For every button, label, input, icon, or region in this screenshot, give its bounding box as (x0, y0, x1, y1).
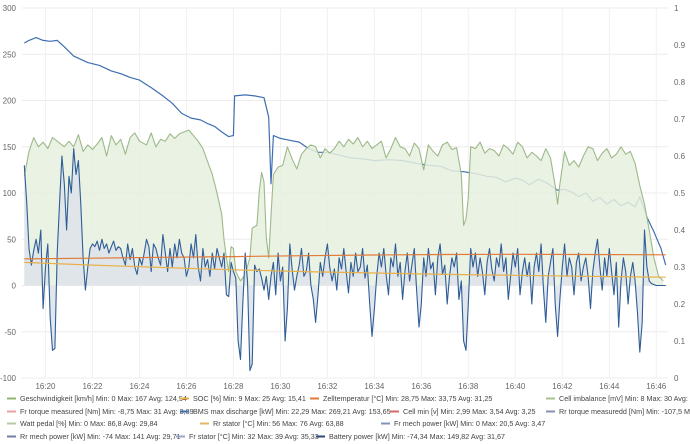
legend-item: Zelltemperatur [°C] Min: 28,75 Max: 33,7… (310, 394, 492, 403)
legend-label: Zelltemperatur [°C] Min: 28,75 Max: 33,7… (323, 394, 492, 403)
legend-item: Rr stator [°C] Min: 56 Max: 76 Avg: 63,8… (200, 419, 344, 428)
legend-item: SOC [%] Min: 9 Max: 25 Avg: 15,41 (180, 394, 306, 403)
y-right-tick-label: 0.2 (674, 300, 686, 309)
legend-label: Battery power [kW] Min: -74,34 Max: 149,… (329, 432, 505, 441)
y-left-tick-label: -50 (4, 328, 16, 337)
y-left-tick-label: 150 (3, 143, 17, 152)
legend-item: BMS max discharge [kW] Min: 22,29 Max: 2… (180, 407, 391, 416)
y-left-tick-label: 100 (3, 189, 17, 198)
legend-label: Rr stator [°C] Min: 56 Max: 76 Avg: 63,8… (213, 419, 344, 428)
x-tick-label: 16:24 (129, 382, 150, 391)
legend-item: Fr torque measured [Nm] Min: -8,75 Max: … (7, 407, 194, 416)
legend-label: Fr stator [°C] Min: 32 Max: 39 Avg: 35,3… (189, 432, 319, 441)
legend-item: Rr torque measuredd [Nm] Min: -107,5 Max… (546, 407, 690, 416)
y-right-tick-label: 0.4 (674, 226, 686, 235)
series-group (23, 37, 667, 372)
legend-item: Geschwindigkeit [km/h] Min: 0 Max: 167 A… (7, 394, 187, 403)
legend-item: Fr stator [°C] Min: 32 Max: 39 Avg: 35,3… (176, 432, 319, 441)
y-right-tick-label: 1 (674, 4, 679, 13)
x-tick-label: 16:40 (505, 382, 526, 391)
x-axis: 16:20 16:22 16:24 16:26 16:28 16:30 16:32 16:34… (35, 382, 666, 391)
x-tick-label: 16:36 (411, 382, 432, 391)
x-tick-label: 16:46 (646, 382, 667, 391)
y-left-tick-label: 50 (7, 235, 16, 244)
legend-label: Cell min [v] Min: 2,99 Max: 3,54 Avg: 3,… (403, 407, 536, 416)
legend-label: Cell imbalance [mV] Min: 8 Max: 30 Avg: … (559, 394, 690, 403)
x-tick-label: 16:32 (317, 382, 338, 391)
y-right-tick-label: 0.7 (674, 115, 686, 124)
legend-item: Watt pedal [%] Min: 0 Max: 86,8 Avg: 29,… (7, 419, 157, 428)
y-right-tick-label: 0.8 (674, 78, 686, 87)
legend-label: BMS max discharge [kW] Min: 22,29 Max: 2… (193, 407, 391, 416)
legend: Geschwindigkeit [km/h] Min: 0 Max: 167 A… (7, 394, 690, 441)
y-left-tick-label: 300 (3, 4, 17, 13)
y-right-tick-label: 0.1 (674, 337, 686, 346)
legend-label: Watt pedal [%] Min: 0 Max: 86,8 Avg: 29,… (20, 419, 157, 428)
x-tick-label: 16:22 (82, 382, 103, 391)
x-tick-label: 16:26 (176, 382, 197, 391)
series-watt-pedal-line (23, 129, 664, 282)
legend-item: Cell imbalance [mV] Min: 8 Max: 30 Avg: … (546, 394, 690, 403)
x-tick-label: 16:42 (552, 382, 573, 391)
legend-item: Rr mech power [kW] Min: -74 Max: 141 Avg… (7, 432, 180, 441)
legend-item: Cell min [v] Min: 2,99 Max: 3,54 Avg: 3,… (390, 407, 536, 416)
y-right-tick-label: 0.5 (674, 189, 686, 198)
series-watt-pedal-area (24, 130, 664, 286)
y-axis-left: -100 -50 0 50 100 150 200 250 300 (0, 4, 17, 383)
y-left-tick-label: 200 (3, 97, 17, 106)
y-left-tick-label: -100 (0, 374, 17, 383)
legend-item: Fr mech power [kW] Min: 0 Max: 20,5 Avg:… (381, 419, 545, 428)
legend-label: SOC [%] Min: 9 Max: 25 Avg: 15,41 (193, 394, 306, 403)
y-right-tick-label: 0.3 (674, 263, 686, 272)
y-right-tick-label: 0 (674, 374, 679, 383)
series-battery-power-kw-line (23, 148, 666, 372)
y-left-tick-label: 250 (3, 50, 17, 59)
x-tick-label: 16:38 (458, 382, 479, 391)
x-tick-label: 16:28 (223, 382, 244, 391)
legend-label: Fr torque measured [Nm] Min: -8,75 Max: … (20, 407, 194, 416)
x-tick-label: 16:20 (35, 382, 56, 391)
legend-label: Rr torque measuredd [Nm] Min: -107,5 Max… (559, 407, 690, 416)
legend-label: Rr mech power [kW] Min: -74 Max: 141 Avg… (20, 432, 180, 441)
y-right-tick-label: 0.9 (674, 41, 686, 50)
x-tick-label: 16:30 (270, 382, 291, 391)
legend-item: Battery power [kW] Min: -74,34 Max: 149,… (316, 432, 505, 441)
y-left-tick-label: 0 (12, 282, 17, 291)
series-zelltemperatur-c-line (24, 253, 666, 260)
legend-label: Geschwindigkeit [km/h] Min: 0 Max: 167 A… (20, 394, 187, 403)
x-tick-label: 16:34 (364, 382, 385, 391)
series-soc-line (24, 261, 666, 278)
y-right-tick-label: 0.6 (674, 152, 686, 161)
x-tick-label: 16:44 (599, 382, 620, 391)
y-axis-right: 0 0.1 0.2 0.3 0.4 0.5 0.6 0.7 0.8 0.9 1 (674, 4, 686, 383)
legend-label: Fr mech power [kW] Min: 0 Max: 20,5 Avg:… (394, 419, 545, 428)
